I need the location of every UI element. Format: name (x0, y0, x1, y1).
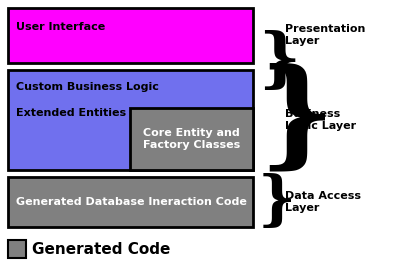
Text: }: } (258, 63, 334, 178)
Bar (8, 177, 253, 227)
Text: Generated Database Ineraction Code: Generated Database Ineraction Code (16, 197, 247, 207)
Bar (8, 70, 253, 170)
Bar (130, 108, 253, 170)
Text: User Interface: User Interface (16, 22, 105, 32)
Text: }: } (258, 173, 296, 231)
Text: Core Entity and
Factory Classes: Core Entity and Factory Classes (143, 128, 240, 150)
Text: Generated Code: Generated Code (32, 241, 170, 256)
Bar (8, 240, 26, 258)
Text: Business
Logic Layer: Business Logic Layer (285, 109, 356, 131)
Text: Data Access
Layer: Data Access Layer (285, 191, 361, 213)
Text: }: } (258, 31, 300, 95)
Text: Presentation
Layer: Presentation Layer (285, 24, 365, 46)
Text: Custom Business Logic: Custom Business Logic (16, 82, 159, 92)
Bar (8, 8, 253, 63)
Text: Extended Entities: Extended Entities (16, 108, 126, 118)
